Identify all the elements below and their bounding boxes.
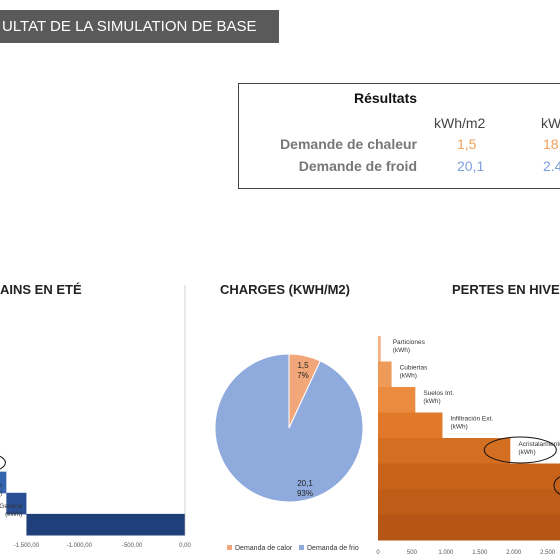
summer-x-tick: -1.500,00	[14, 543, 40, 549]
row-value-cold-kwhm2: 20,1	[457, 158, 485, 174]
winter-category-label: Acristalamiento (kWh)	[518, 441, 560, 456]
winter-loss-bar	[378, 463, 560, 490]
row-label-heat: Demande de chaleur	[280, 136, 417, 152]
pie-slice	[215, 353, 364, 503]
winter-x-tick: 500	[407, 550, 418, 556]
winter-loss-bar	[378, 361, 392, 388]
winter-x-tick: 1.500	[472, 550, 488, 556]
row-label-cold: Demande de froid	[298, 158, 417, 174]
winter-x-tick: 2.000	[506, 550, 522, 556]
pie-label-heat: 1,5 7%	[297, 361, 309, 380]
winter-loss-bar	[378, 438, 511, 464]
winter-x-tick: 0	[376, 550, 380, 556]
summer-gain-bar	[0, 471, 7, 494]
unit-col2: kW	[541, 115, 560, 131]
row-value-cold-kw: 2.45	[543, 158, 560, 174]
summer-gain-bar	[6, 492, 27, 515]
winter-loss-bar	[378, 412, 443, 439]
winter-losses-chart: Particiones (kWh) Cubiertas (kWh) Suelos Int…	[376, 336, 560, 556]
section-title-middle: CHARGES (KWH/M2)	[220, 282, 350, 297]
winter-loss-bar	[378, 387, 416, 413]
results-title: Résultats	[354, 90, 418, 106]
pie-legend-swatch	[299, 545, 304, 550]
summer-x-tick: -500,00	[122, 543, 143, 549]
summer-x-tick: -1.000,00	[67, 543, 93, 549]
results-panel: Résultats kWh/m2 kW Demande de chaleur 1…	[238, 83, 560, 189]
winter-x-tick: 1.000	[438, 550, 454, 556]
summer-gain-bar	[26, 513, 185, 536]
summer-gains-chart: Iluminación General(kWh)Techos(kWh)Cubie…	[0, 285, 191, 549]
winter-category-label: Infiltración Ext. (kWh)	[450, 416, 493, 431]
page-title-bar: ULTAT DE LA SIMULATION DE BASE	[0, 10, 279, 43]
pie-legend-label: Demanda de frio	[307, 545, 359, 552]
winter-loss-bar	[378, 514, 560, 541]
winter-category-label: Cubiertas (kWh)	[400, 365, 429, 380]
winter-category-label: Suelos Int. (kWh)	[423, 390, 454, 405]
charges-pie-chart: 1,5 7% 20,1 93% Demanda de calor Demanda de f…	[215, 353, 364, 552]
row-value-heat-kwhm2: 1,5	[457, 136, 477, 152]
section-title-left: AINS EN ETÉ	[0, 282, 82, 297]
pie-label-cold: 20,1 93%	[297, 479, 313, 498]
summer-category-label: Techos(kWh)	[0, 482, 3, 497]
section-title-right: PERTES EN HIVER	[452, 282, 560, 297]
page-title: ULTAT DE LA SIMULATION DE BASE	[2, 18, 257, 35]
winter-loss-bar	[378, 336, 381, 362]
winter-category-label: Particiones (kWh)	[393, 339, 426, 354]
row-value-heat-kw: 18	[543, 136, 559, 152]
winter-loss-bar	[378, 489, 560, 515]
winter-highlight-ellipse-edge	[553, 476, 560, 495]
summer-highlight-ellipse	[0, 455, 6, 470]
pie-legend-label: Demanda de calor	[235, 545, 293, 552]
winter-x-tick: 2.500	[540, 550, 556, 556]
unit-col1: kWh/m2	[434, 115, 486, 131]
summer-x-tick: 0,00	[179, 543, 191, 549]
pie-legend-swatch	[227, 545, 232, 550]
winter-highlight-ellipse	[483, 436, 557, 464]
summer-category-label: Iluminación General(kWh)	[0, 503, 23, 518]
